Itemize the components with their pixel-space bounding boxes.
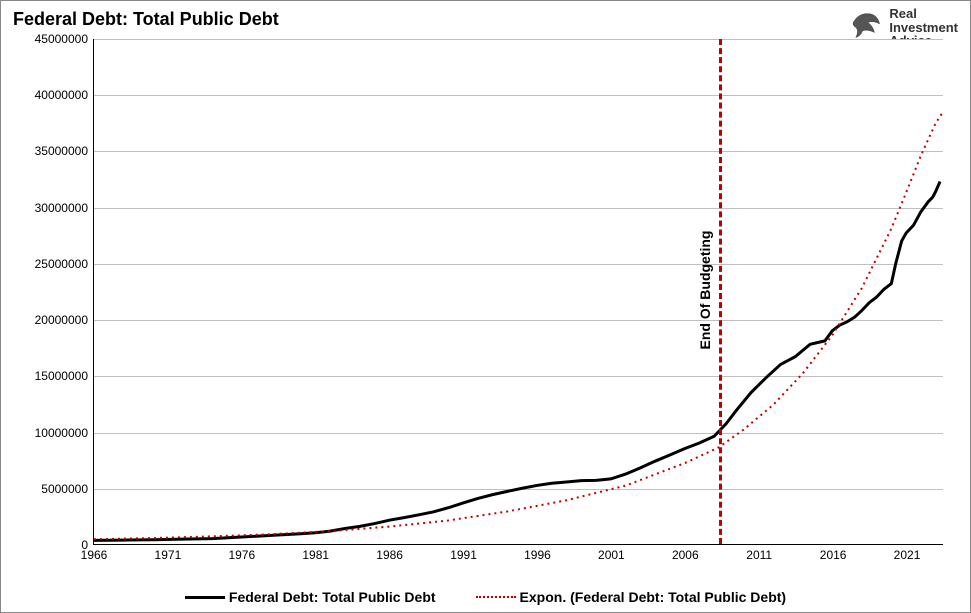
series-layer <box>94 39 943 544</box>
ytick-label: 20000000 <box>35 313 88 327</box>
xtick-label: 1976 <box>228 548 255 562</box>
ytick-label: 25000000 <box>35 257 88 271</box>
ytick-label: 45000000 <box>35 32 88 46</box>
xtick-label: 2021 <box>894 548 921 562</box>
xtick-label: 2011 <box>746 548 772 562</box>
xtick-label: 1991 <box>450 548 477 562</box>
series-line <box>94 112 943 539</box>
xtick-label: 1971 <box>155 548 182 562</box>
legend-item: Expon. (Federal Debt: Total Public Debt) <box>476 589 787 605</box>
ytick-label: 40000000 <box>35 88 88 102</box>
xtick-label: 1981 <box>302 548 329 562</box>
chart-title: Federal Debt: Total Public Debt <box>13 9 279 30</box>
xtick-label: 2001 <box>598 548 625 562</box>
ytick-label: 5000000 <box>41 482 88 496</box>
reference-line-label: End Of Budgeting <box>697 230 713 349</box>
ytick-label: 10000000 <box>35 426 88 440</box>
series-line <box>94 182 940 541</box>
legend-label: Expon. (Federal Debt: Total Public Debt) <box>520 589 787 605</box>
brand-line2: Investment <box>889 21 958 35</box>
xtick-label: 2016 <box>820 548 847 562</box>
legend-item: Federal Debt: Total Public Debt <box>185 589 436 605</box>
plot-area: 0500000010000000150000002000000025000000… <box>93 39 943 545</box>
eagle-icon <box>849 7 883 41</box>
legend-swatch <box>185 596 225 599</box>
legend-swatch <box>476 596 516 598</box>
xtick-label: 1986 <box>376 548 403 562</box>
legend: Federal Debt: Total Public Debt Expon. (F… <box>1 589 970 605</box>
xtick-label: 1966 <box>81 548 108 562</box>
ytick-label: 30000000 <box>35 201 88 215</box>
xtick-label: 2006 <box>672 548 699 562</box>
legend-label: Federal Debt: Total Public Debt <box>229 589 436 605</box>
ytick-label: 15000000 <box>35 369 88 383</box>
xtick-label: 1996 <box>524 548 551 562</box>
reference-line <box>719 39 722 544</box>
ytick-label: 35000000 <box>35 144 88 158</box>
brand-line1: Real <box>889 7 958 21</box>
